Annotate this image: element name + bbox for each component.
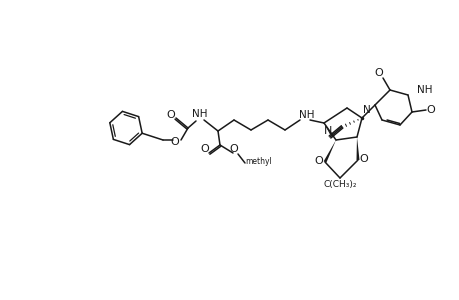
Polygon shape bbox=[323, 140, 335, 163]
Text: C(CH₃)₂: C(CH₃)₂ bbox=[323, 181, 356, 190]
Text: NH: NH bbox=[192, 109, 207, 119]
Text: N: N bbox=[323, 126, 331, 136]
Text: O: O bbox=[374, 68, 382, 78]
Text: NH: NH bbox=[299, 110, 314, 120]
Text: NH: NH bbox=[416, 85, 431, 95]
Text: O: O bbox=[200, 144, 209, 154]
Text: O: O bbox=[359, 154, 368, 164]
Text: N: N bbox=[363, 105, 370, 115]
Text: O: O bbox=[170, 137, 179, 147]
Text: methyl: methyl bbox=[245, 157, 272, 166]
Polygon shape bbox=[356, 137, 359, 160]
Text: O: O bbox=[166, 110, 175, 120]
Text: O: O bbox=[314, 156, 323, 166]
Text: O: O bbox=[425, 105, 434, 115]
Text: O: O bbox=[229, 144, 238, 154]
